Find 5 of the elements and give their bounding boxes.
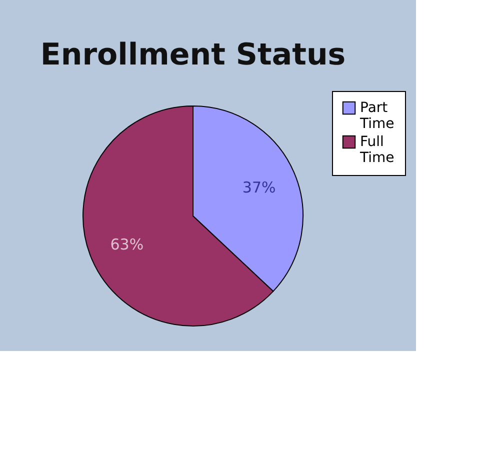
legend-label: Full Time: [359, 134, 394, 166]
legend-label: Part Time: [359, 100, 394, 132]
data-label: 63%: [110, 236, 144, 254]
chart-title: Enrollment Status: [40, 38, 346, 72]
data-label: 37%: [242, 178, 276, 196]
